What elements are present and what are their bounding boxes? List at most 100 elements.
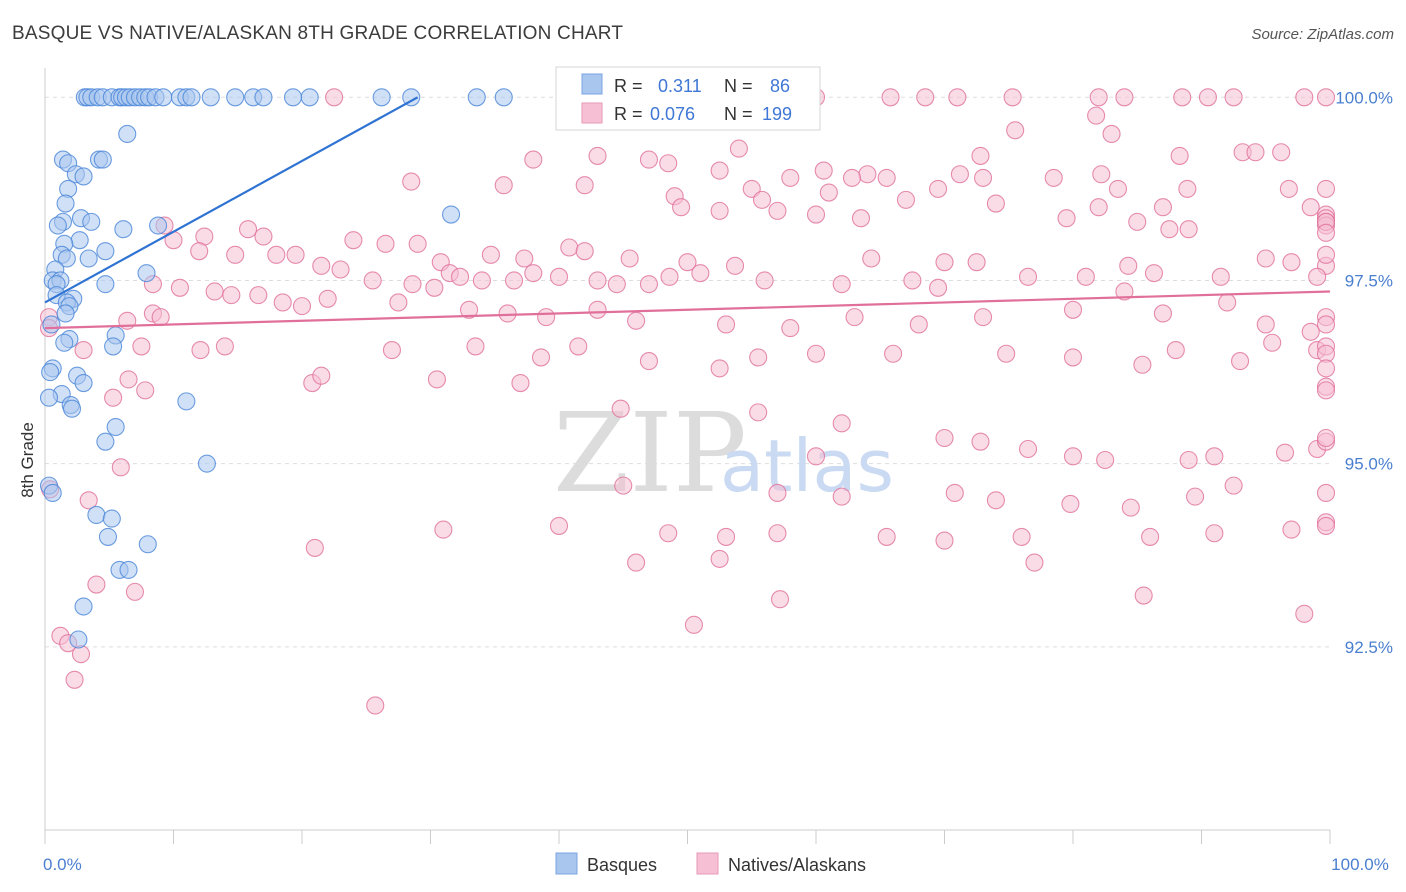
series-basques-points: [39, 88, 513, 649]
native-alaskan-point: [877, 168, 896, 187]
native-alaskan-point: [710, 161, 729, 180]
native-alaskan-point: [768, 524, 787, 543]
native-alaskan-point: [1316, 223, 1336, 242]
basque-point: [226, 88, 245, 107]
basque-point: [70, 231, 89, 250]
native-alaskan-point: [191, 341, 210, 360]
bottom-legend-swatch-natives: [696, 852, 719, 875]
native-alaskan-point: [425, 278, 444, 297]
y-tick-label: 97.5%: [1345, 271, 1393, 290]
native-alaskan-point: [1102, 124, 1121, 143]
native-alaskan-point: [755, 271, 774, 290]
native-alaskan-point: [1096, 450, 1115, 470]
native-alaskan-point: [903, 271, 922, 290]
native-alaskan-point: [267, 245, 286, 264]
legend-swatch-basques: [581, 73, 603, 95]
basque-point: [114, 220, 133, 239]
native-alaskan-point: [973, 168, 993, 187]
bottom-legend-label-basques: Basques: [587, 855, 657, 875]
basque-point: [182, 88, 201, 107]
native-alaskan-point: [466, 337, 485, 356]
native-alaskan-point: [205, 282, 224, 301]
axes: [44, 68, 1331, 844]
native-alaskan-point: [971, 432, 990, 451]
native-alaskan-point: [515, 249, 534, 268]
native-alaskan-point: [710, 359, 729, 378]
basque-point: [96, 275, 115, 294]
legend-n-value-basques: 86: [770, 76, 790, 96]
chart-title: BASQUE VS NATIVE/ALASKAN 8TH GRADE CORRE…: [12, 23, 623, 44]
native-alaskan-point: [967, 253, 986, 272]
native-alaskan-point: [1076, 267, 1095, 286]
legend-r-label-natives: R =: [614, 104, 643, 124]
basque-point: [96, 432, 115, 451]
native-alaskan-point: [451, 267, 470, 286]
native-alaskan-point: [459, 300, 479, 319]
basque-point: [402, 88, 421, 107]
native-alaskan-point: [659, 524, 678, 543]
basque-point: [98, 527, 118, 546]
native-alaskan-point: [132, 337, 151, 356]
basque-point: [467, 88, 486, 107]
stats-legend: R = 0.311 N = 86 R = 0.076 N = 199: [555, 66, 821, 131]
legend-swatch-natives: [581, 102, 603, 124]
basque-point: [62, 399, 82, 418]
series-legend: Basques Natives/Alaskans: [555, 852, 866, 875]
native-alaskan-point: [254, 227, 273, 246]
y-tick-label: 92.5%: [1345, 638, 1393, 657]
basque-point: [283, 88, 303, 107]
native-alaskan-point: [344, 231, 363, 250]
basque-point: [102, 509, 121, 528]
native-alaskan-point: [366, 696, 385, 715]
native-alaskan-point: [151, 308, 170, 327]
native-alaskan-point: [1170, 146, 1189, 165]
native-alaskan-point: [627, 311, 646, 330]
basque-point: [74, 597, 93, 616]
native-alaskan-point: [382, 341, 402, 360]
native-alaskan-point: [249, 286, 268, 305]
native-alaskan-point: [896, 190, 916, 209]
basque-point: [138, 535, 157, 554]
native-alaskan-point: [376, 234, 395, 253]
native-alaskan-point: [1295, 88, 1314, 107]
native-alaskan-point: [620, 249, 639, 268]
basque-point: [494, 88, 513, 107]
native-alaskan-point: [1316, 428, 1336, 448]
native-alaskan-point: [318, 289, 337, 308]
basque-point: [93, 150, 112, 169]
native-alaskan-point: [325, 88, 344, 107]
native-alaskan-point: [725, 256, 745, 275]
basque-point: [96, 242, 115, 261]
native-alaskan-point: [273, 293, 292, 312]
native-alaskan-point: [710, 549, 729, 568]
x-tick-labels: 0.0% 100.0%: [43, 855, 1389, 874]
basque-point: [154, 88, 173, 107]
watermark-atlas: atlas: [720, 424, 894, 508]
native-alaskan-point: [363, 271, 382, 290]
native-alaskan-point: [1301, 322, 1320, 341]
native-alaskan-point: [770, 590, 790, 609]
native-alaskan-point: [1119, 256, 1138, 275]
native-alaskan-point: [935, 253, 954, 272]
basque-point: [177, 392, 196, 411]
native-alaskan-point: [1279, 179, 1298, 198]
basque-point: [149, 216, 168, 235]
native-alaskan-point: [877, 527, 896, 546]
native-alaskan-point: [136, 381, 155, 400]
native-alaskan-point: [935, 531, 954, 550]
series-natives-alaskans-points: [39, 88, 1336, 715]
basque-point: [118, 124, 137, 143]
basque-point: [56, 194, 75, 213]
basque-point: [300, 88, 319, 107]
native-alaskan-point: [684, 615, 703, 634]
native-alaskan-point: [768, 483, 787, 503]
native-alaskan-point: [1224, 88, 1243, 107]
native-alaskan-point: [65, 670, 84, 689]
native-alaskan-point: [569, 337, 588, 356]
native-alaskan-point: [660, 267, 679, 286]
watermark: ZIP atlas: [553, 389, 894, 517]
native-alaskan-point: [104, 388, 123, 407]
native-alaskan-point: [170, 278, 189, 297]
native-alaskan-point: [494, 176, 513, 195]
